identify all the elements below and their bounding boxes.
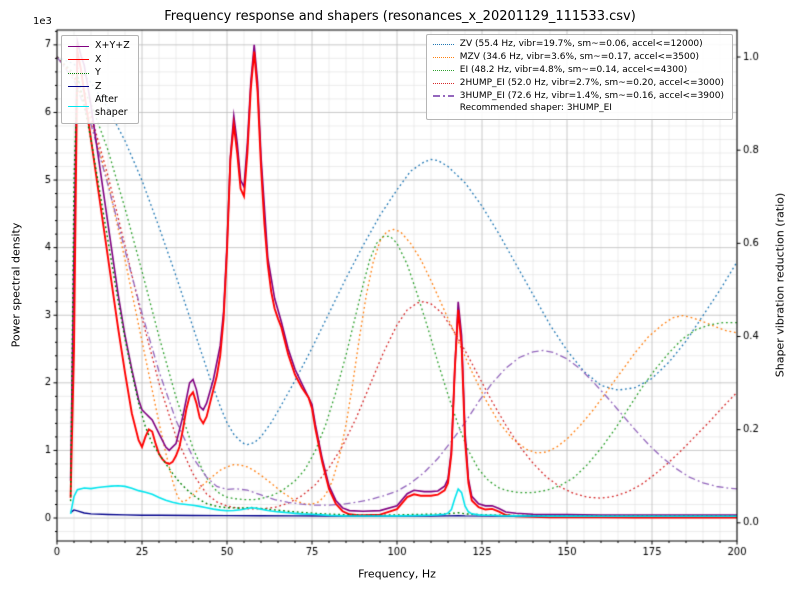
- x-axis-label: Frequency, Hz: [358, 567, 436, 581]
- legend-item: MZV (34.6 Hz, vibr=3.6%, sm~=0.17, accel…: [432, 51, 724, 64]
- legend-item: Z: [68, 81, 130, 94]
- legend-label: X+Y+Z: [95, 40, 130, 51]
- y-axis-label-right: Shaper vibration reduction (ratio): [773, 192, 787, 378]
- legend-item: 2HUMP_EI (52.0 Hz, vibr=2.7%, sm~=0.20, …: [432, 77, 724, 90]
- chart-title: Frequency response and shapers (resonanc…: [164, 9, 636, 24]
- legend-item: X+Y+Z: [68, 40, 130, 53]
- legend-line-sample: [432, 70, 454, 72]
- legend-line-sample: [68, 59, 89, 61]
- legend-line-sample: [68, 45, 89, 47]
- legend-label: 3HUMP_EI (72.6 Hz, vibr=1.4%, sm~=0.16, …: [459, 90, 724, 101]
- legend-item: EI (48.2 Hz, vibr=4.8%, sm~=0.14, accel<…: [432, 64, 724, 77]
- psd-legend: X+Y+Z X Y Z After shaper: [61, 35, 139, 125]
- legend-label: X: [95, 53, 102, 65]
- legend-line-sample: [68, 106, 89, 108]
- legend-item: After shaper: [68, 94, 130, 119]
- legend-label: Z: [95, 80, 102, 92]
- legend-label: 2HUMP_EI (52.0 Hz, vibr=2.7%, sm~=0.20, …: [459, 77, 724, 88]
- y-axis-label-left: Power spectral density: [9, 222, 23, 348]
- legend-item: Y: [68, 67, 130, 80]
- legend-label: Recommended shaper: 3HUMP_EI: [459, 103, 612, 114]
- shaper-legend: ZV (55.4 Hz, vibr=19.7%, sm~=0.06, accel…: [425, 34, 733, 121]
- legend-item: ZV (55.4 Hz, vibr=19.7%, sm~=0.06, accel…: [432, 39, 724, 51]
- legend-line-sample: [68, 86, 89, 88]
- legend-line-sample: [68, 72, 89, 74]
- legend-label: After shaper: [95, 94, 128, 118]
- legend-item: X: [68, 54, 130, 67]
- legend-item: Recommended shaper: 3HUMP_EI: [433, 103, 724, 115]
- legend-line-sample: [432, 95, 454, 98]
- legend-label: ZV (55.4 Hz, vibr=19.7%, sm~=0.06, accel…: [459, 39, 703, 49]
- legend-label: Y: [95, 67, 101, 79]
- y-axis-scale-offset: 1e3: [33, 16, 52, 27]
- legend-line-sample: [432, 44, 454, 46]
- legend-label: EI (48.2 Hz, vibr=4.8%, sm~=0.14, accel<…: [459, 64, 688, 75]
- legend-item: 3HUMP_EI (72.6 Hz, vibr=1.4%, sm~=0.16, …: [432, 90, 724, 103]
- legend-line-sample: [432, 83, 454, 85]
- legend-line-sample: [432, 57, 454, 59]
- legend-label: MZV (34.6 Hz, vibr=3.6%, sm~=0.17, accel…: [459, 51, 699, 62]
